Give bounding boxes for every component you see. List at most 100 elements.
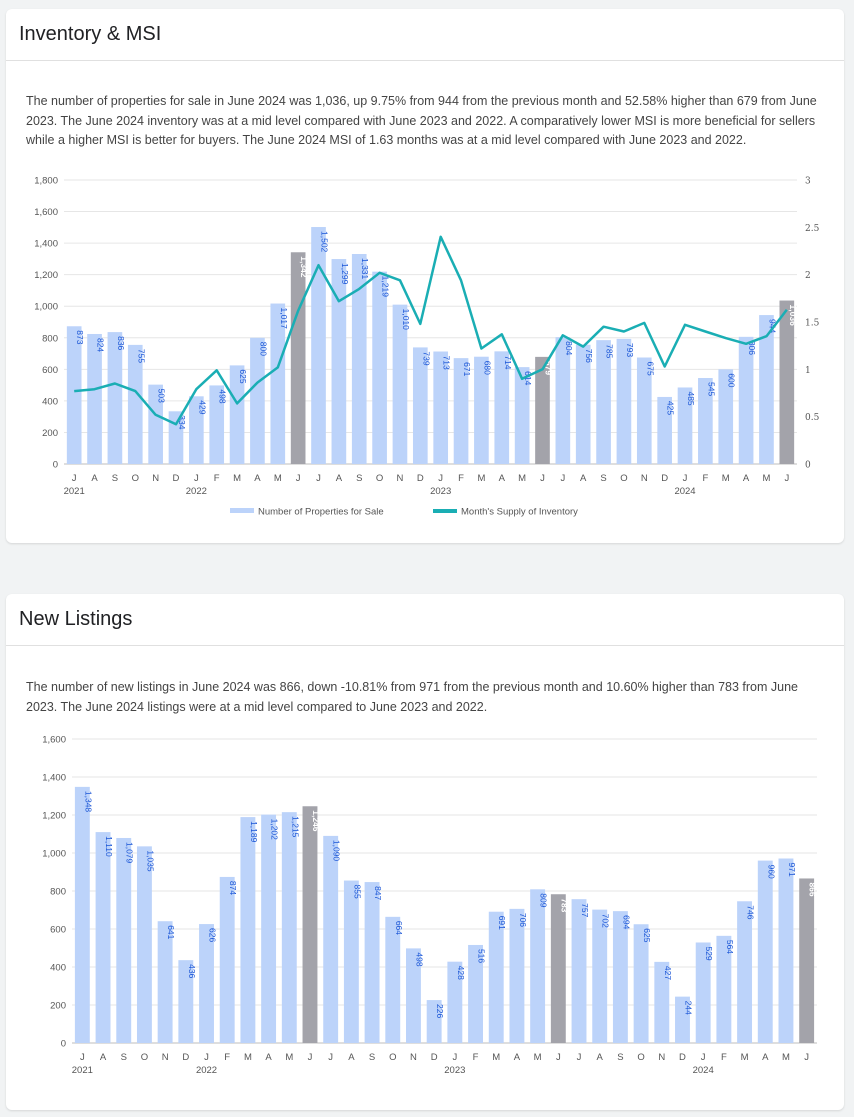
y-tick-label: 200 bbox=[50, 1001, 66, 1012]
x-tick-label: M bbox=[741, 1052, 749, 1063]
x-tick-label: D bbox=[431, 1052, 438, 1063]
bar-value-label: 694 bbox=[621, 915, 631, 929]
x-tick-label: D bbox=[417, 473, 424, 484]
bar bbox=[779, 300, 795, 464]
x-tick-label: S bbox=[121, 1052, 127, 1063]
x-tick-label: A bbox=[336, 473, 343, 484]
bar-value-label: 436 bbox=[187, 964, 197, 978]
bar bbox=[550, 894, 566, 1043]
x-tick-label: J bbox=[452, 1052, 457, 1063]
bar bbox=[488, 911, 504, 1043]
x-tick-label: O bbox=[141, 1052, 148, 1063]
bar bbox=[351, 253, 367, 464]
x-tick-label: J bbox=[72, 473, 77, 484]
x-tick-label: M bbox=[233, 473, 241, 484]
x-tick-label: J bbox=[701, 1052, 706, 1063]
bar bbox=[270, 303, 286, 464]
x-tick-label: A bbox=[743, 473, 750, 484]
bar bbox=[178, 960, 194, 1043]
bar bbox=[633, 924, 649, 1043]
bar bbox=[514, 367, 530, 464]
inventory-msi-chart: 0 200 400 600 800 1,000 1,200 1,400 1,600 1,800 87… bbox=[34, 176, 820, 518]
bar bbox=[250, 337, 265, 464]
bar-value-label: 425 bbox=[666, 401, 676, 415]
x-year-label: 2022 bbox=[186, 486, 207, 497]
x-tick-label: O bbox=[389, 1052, 396, 1063]
bar bbox=[412, 347, 428, 464]
bar bbox=[372, 271, 387, 464]
bar-value-label: 1,342 bbox=[299, 256, 309, 278]
bar bbox=[759, 315, 774, 464]
bar-value-label: 960 bbox=[766, 865, 776, 879]
bar bbox=[596, 340, 611, 464]
x-tick-label: M bbox=[518, 473, 526, 484]
bar-value-label: 1,035 bbox=[145, 850, 155, 872]
x-tick-label: D bbox=[173, 473, 180, 484]
x-tick-label: S bbox=[617, 1052, 623, 1063]
bar-value-label: 847 bbox=[373, 886, 383, 900]
card-description: The number of properties for sale in Jun… bbox=[26, 94, 817, 147]
bar-value-label: 1,010 bbox=[401, 309, 411, 331]
bar-value-label: 626 bbox=[208, 928, 218, 942]
bar-value-label: 641 bbox=[166, 925, 176, 939]
x-tick-label: J bbox=[804, 1052, 809, 1063]
x-tick-label: J bbox=[556, 1052, 561, 1063]
bar bbox=[571, 899, 587, 1043]
bar-value-label: 680 bbox=[482, 361, 492, 375]
x-tick-label: D bbox=[182, 1052, 189, 1063]
bar bbox=[698, 378, 713, 464]
legend-label: Number of Properties for Sale bbox=[258, 507, 384, 518]
bar-value-label: 714 bbox=[503, 355, 513, 369]
bar-value-label: 429 bbox=[197, 400, 207, 414]
x-tick-label: N bbox=[641, 473, 648, 484]
bar bbox=[199, 924, 214, 1043]
legend-label: Month's Supply of Inventory bbox=[461, 507, 578, 518]
bar bbox=[474, 356, 489, 464]
bar bbox=[290, 252, 306, 464]
y-tick-label: 1,800 bbox=[34, 176, 58, 187]
bar bbox=[738, 336, 754, 464]
bar bbox=[592, 909, 608, 1043]
x-tick-label: M bbox=[285, 1052, 293, 1063]
bar bbox=[657, 396, 672, 464]
bar bbox=[302, 806, 318, 1043]
x-tick-label: J bbox=[296, 473, 301, 484]
bar bbox=[612, 911, 628, 1043]
y-tick-label: 1,200 bbox=[42, 811, 66, 822]
x-tick-label: O bbox=[620, 473, 627, 484]
bar bbox=[385, 916, 401, 1043]
bar-value-label: 702 bbox=[601, 914, 611, 928]
x-tick-label: A bbox=[254, 473, 261, 484]
x-tick-label: M bbox=[762, 473, 770, 484]
x-tick-label: F bbox=[458, 473, 464, 484]
bar-value-label: 739 bbox=[421, 351, 431, 365]
x-tick-label: S bbox=[600, 473, 606, 484]
x-year-label: 2022 bbox=[196, 1065, 217, 1076]
bar bbox=[555, 337, 571, 464]
x-tick-label: D bbox=[679, 1052, 686, 1063]
bar-value-label: 600 bbox=[727, 373, 737, 387]
x-tick-label: M bbox=[722, 473, 730, 484]
x-tick-label: D bbox=[661, 473, 668, 484]
bar bbox=[331, 259, 347, 464]
bar bbox=[189, 396, 204, 464]
x-year-label: 2024 bbox=[693, 1065, 714, 1076]
card-title: New Listings bbox=[19, 608, 133, 630]
bar bbox=[261, 814, 277, 1043]
x-tick-label: O bbox=[637, 1052, 644, 1063]
bar bbox=[74, 786, 90, 1043]
y-right-tick-label: 0.5 bbox=[805, 413, 820, 423]
x-tick-label: M bbox=[782, 1052, 790, 1063]
bar bbox=[127, 344, 143, 464]
bar bbox=[654, 961, 670, 1043]
bar-value-label: 783 bbox=[559, 898, 569, 912]
bar-value-label: 614 bbox=[523, 371, 533, 385]
bar bbox=[675, 996, 690, 1043]
x-tick-label: J bbox=[438, 473, 443, 484]
bar-value-label: 944 bbox=[767, 319, 777, 333]
bar bbox=[392, 304, 408, 464]
bar bbox=[799, 878, 815, 1043]
x-tick-label: M bbox=[274, 473, 282, 484]
x-tick-label: A bbox=[348, 1052, 355, 1063]
bar bbox=[229, 365, 245, 464]
